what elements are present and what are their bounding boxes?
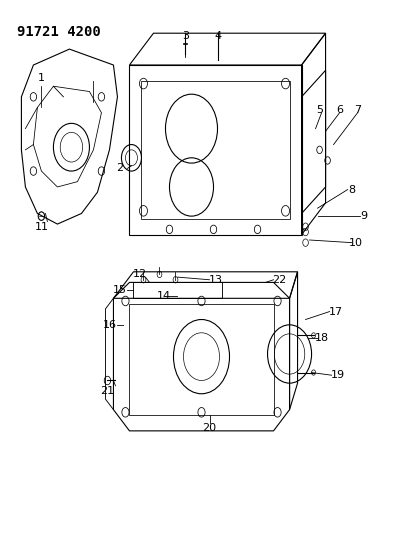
Text: 2: 2	[116, 164, 123, 173]
Text: 15: 15	[112, 285, 127, 295]
Text: 91721 4200: 91721 4200	[17, 25, 101, 39]
Text: 3: 3	[182, 31, 189, 41]
Text: 21: 21	[100, 386, 114, 396]
Text: 8: 8	[348, 184, 355, 195]
Text: 19: 19	[330, 370, 345, 380]
Text: 1: 1	[38, 73, 45, 83]
Text: 10: 10	[349, 238, 363, 248]
Text: 5: 5	[316, 105, 323, 115]
Text: 12: 12	[133, 270, 147, 279]
Text: 7: 7	[354, 105, 361, 115]
Text: 14: 14	[156, 290, 170, 301]
Text: 9: 9	[360, 211, 367, 221]
Text: 13: 13	[208, 274, 222, 285]
Text: 16: 16	[102, 320, 116, 330]
Text: 18: 18	[314, 333, 328, 343]
Text: 4: 4	[214, 31, 221, 41]
Text: 17: 17	[328, 306, 343, 317]
Text: 6: 6	[336, 105, 343, 115]
Text: 22: 22	[272, 274, 287, 285]
Text: 20: 20	[202, 423, 216, 433]
Text: 11: 11	[34, 222, 48, 232]
